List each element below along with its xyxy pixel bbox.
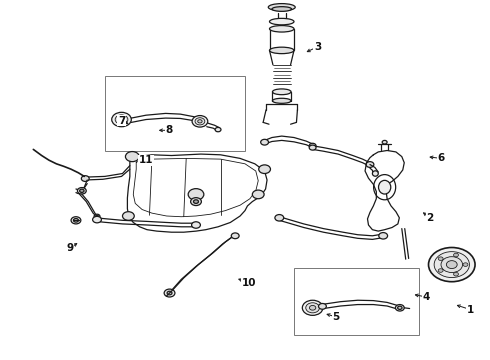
- Ellipse shape: [94, 214, 100, 219]
- Ellipse shape: [438, 257, 443, 261]
- Text: 3: 3: [314, 42, 321, 52]
- Ellipse shape: [268, 4, 295, 11]
- Ellipse shape: [119, 117, 124, 122]
- Ellipse shape: [192, 116, 208, 127]
- Text: 10: 10: [242, 278, 256, 288]
- Text: 9: 9: [67, 243, 74, 253]
- Ellipse shape: [270, 18, 294, 25]
- Ellipse shape: [188, 189, 204, 200]
- Ellipse shape: [259, 165, 270, 174]
- Ellipse shape: [398, 306, 402, 309]
- Ellipse shape: [366, 162, 374, 167]
- Ellipse shape: [77, 188, 86, 194]
- Ellipse shape: [252, 190, 264, 199]
- Ellipse shape: [215, 127, 221, 132]
- Text: 7: 7: [118, 116, 125, 126]
- Ellipse shape: [194, 200, 198, 203]
- Ellipse shape: [164, 289, 175, 297]
- Ellipse shape: [74, 219, 78, 222]
- Ellipse shape: [318, 303, 326, 309]
- Ellipse shape: [270, 26, 294, 32]
- Ellipse shape: [275, 215, 284, 221]
- Ellipse shape: [382, 140, 387, 144]
- Ellipse shape: [195, 118, 205, 125]
- Ellipse shape: [96, 215, 98, 217]
- Ellipse shape: [71, 217, 81, 224]
- Ellipse shape: [112, 112, 131, 127]
- Bar: [294, 268, 419, 335]
- Ellipse shape: [441, 257, 463, 273]
- Ellipse shape: [306, 303, 319, 313]
- Ellipse shape: [261, 139, 269, 145]
- Ellipse shape: [446, 261, 457, 269]
- Text: 6: 6: [438, 153, 444, 163]
- Ellipse shape: [81, 176, 89, 181]
- Ellipse shape: [395, 305, 404, 311]
- Text: 2: 2: [427, 213, 434, 223]
- Ellipse shape: [93, 216, 101, 223]
- Ellipse shape: [272, 98, 291, 103]
- Ellipse shape: [310, 305, 316, 310]
- Ellipse shape: [434, 252, 469, 278]
- Ellipse shape: [454, 253, 459, 257]
- Ellipse shape: [197, 120, 202, 123]
- Ellipse shape: [302, 300, 323, 315]
- Text: 8: 8: [166, 125, 172, 135]
- Bar: [105, 76, 245, 151]
- Ellipse shape: [429, 248, 475, 282]
- Ellipse shape: [272, 89, 291, 95]
- Text: 5: 5: [332, 312, 339, 322]
- Ellipse shape: [125, 152, 139, 162]
- Ellipse shape: [379, 233, 388, 239]
- Ellipse shape: [309, 143, 316, 148]
- Ellipse shape: [191, 198, 201, 206]
- Ellipse shape: [192, 222, 200, 228]
- Ellipse shape: [309, 145, 316, 150]
- Ellipse shape: [231, 233, 239, 239]
- Ellipse shape: [378, 180, 391, 194]
- Ellipse shape: [372, 171, 378, 176]
- Ellipse shape: [115, 115, 128, 124]
- Ellipse shape: [454, 273, 459, 276]
- Ellipse shape: [167, 291, 172, 295]
- Ellipse shape: [438, 269, 443, 272]
- Ellipse shape: [463, 263, 468, 266]
- Text: 1: 1: [467, 305, 474, 315]
- Ellipse shape: [122, 212, 134, 220]
- Text: 4: 4: [422, 292, 430, 302]
- Ellipse shape: [270, 47, 294, 54]
- Ellipse shape: [272, 7, 292, 11]
- Ellipse shape: [79, 189, 84, 192]
- Text: 11: 11: [139, 155, 153, 165]
